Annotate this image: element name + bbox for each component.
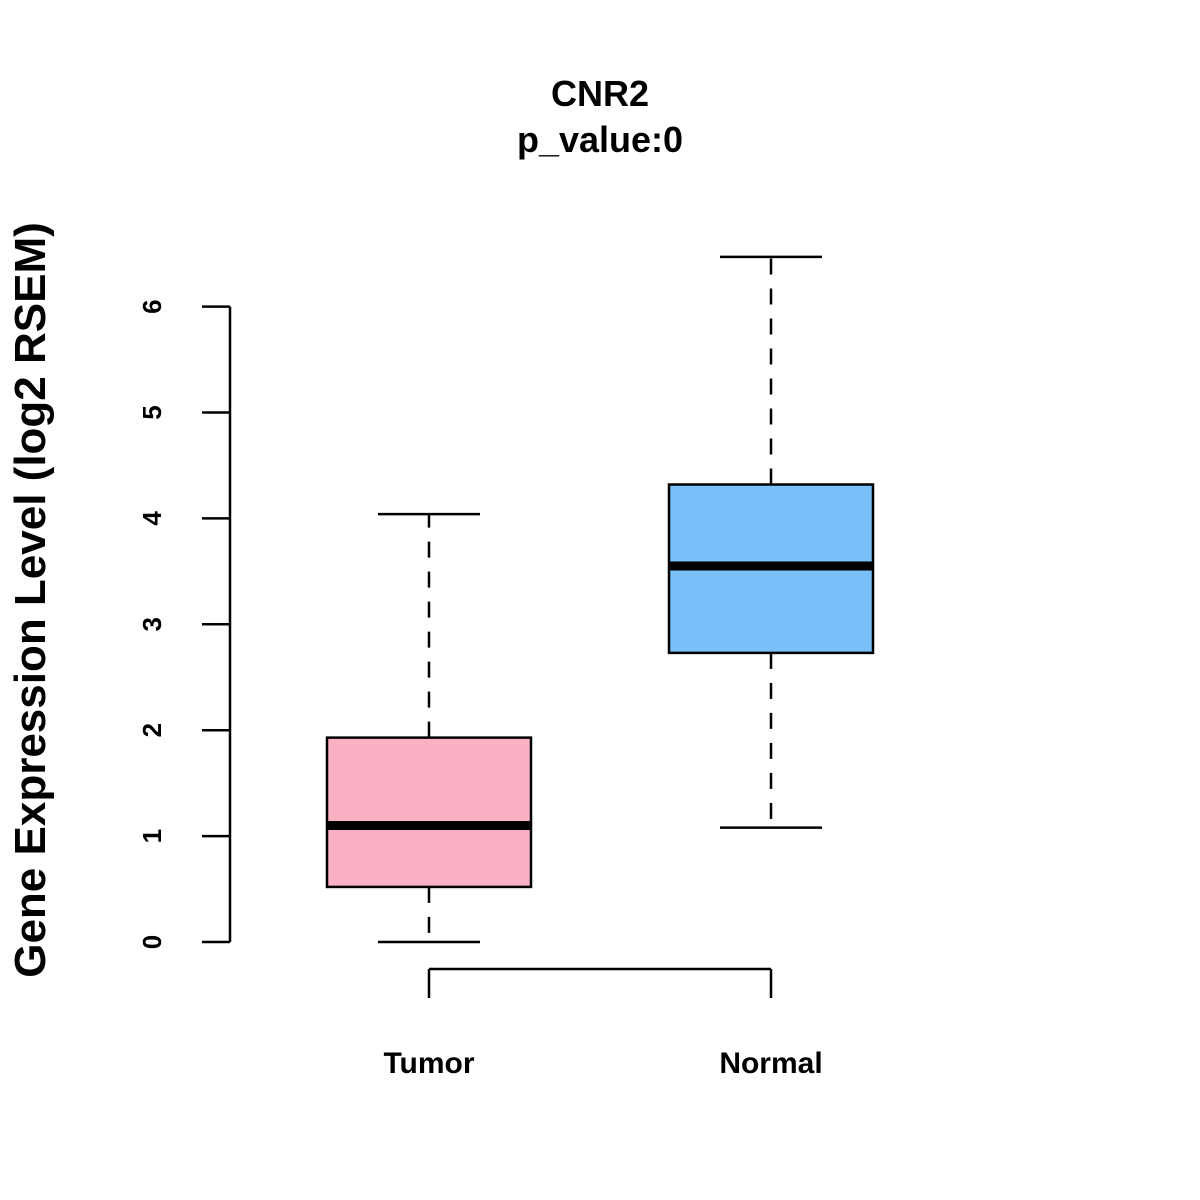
- chart-subtitle: p_value:0: [517, 119, 683, 160]
- y-tick-label: 0: [137, 935, 167, 949]
- y-tick-label: 1: [137, 829, 167, 843]
- y-tick-label: 6: [137, 299, 167, 313]
- x-tick-label-tumor: Tumor: [383, 1047, 474, 1080]
- y-tick-label: 3: [137, 617, 167, 631]
- y-axis: 0 1 2 3 4 5 6: [137, 299, 232, 949]
- boxes-group: [325, 255, 875, 944]
- box-tumor: [325, 512, 533, 944]
- chart-title: CNR2: [551, 73, 649, 114]
- y-tick-label: 5: [137, 405, 167, 419]
- box-normal: [667, 255, 875, 829]
- iqr-box: [325, 736, 533, 889]
- x-tick-label-normal: Normal: [719, 1047, 822, 1080]
- y-axis-label: Gene Expression Level (log2 RSEM): [6, 222, 55, 978]
- y-tick-label: 2: [137, 723, 167, 737]
- x-axis: Tumor Normal: [383, 967, 823, 1080]
- y-tick-label: 4: [137, 511, 167, 526]
